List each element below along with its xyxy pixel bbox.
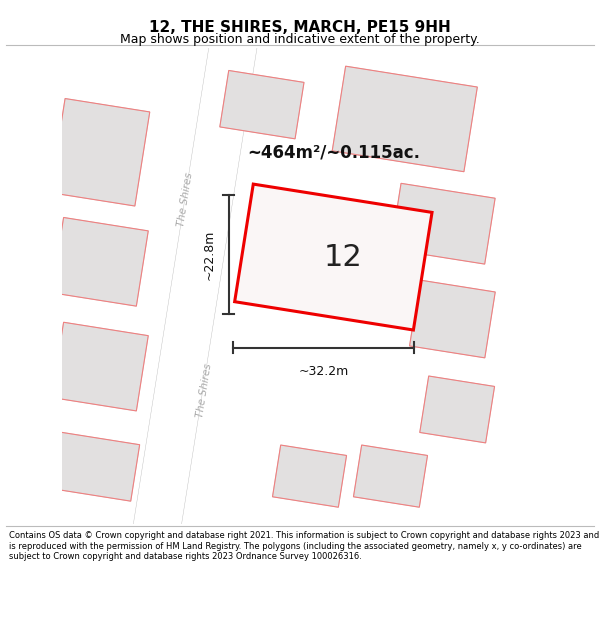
Polygon shape (52, 322, 148, 411)
Polygon shape (353, 445, 428, 508)
Polygon shape (51, 432, 140, 501)
Text: 12, THE SHIRES, MARCH, PE15 9HH: 12, THE SHIRES, MARCH, PE15 9HH (149, 20, 451, 35)
Text: 12: 12 (323, 242, 362, 271)
Polygon shape (420, 376, 494, 443)
Text: ~22.8m: ~22.8m (203, 229, 216, 280)
Polygon shape (235, 184, 432, 330)
Polygon shape (272, 445, 347, 508)
Text: ~464m²/~0.115ac.: ~464m²/~0.115ac. (247, 143, 420, 161)
Polygon shape (220, 71, 304, 139)
Text: The Shires: The Shires (196, 362, 214, 418)
Polygon shape (410, 280, 495, 358)
Text: The Shires: The Shires (176, 172, 195, 227)
Text: Contains OS data © Crown copyright and database right 2021. This information is : Contains OS data © Crown copyright and d… (9, 531, 599, 561)
Polygon shape (391, 183, 495, 264)
Text: ~32.2m: ~32.2m (299, 365, 349, 378)
Polygon shape (123, 0, 267, 595)
Polygon shape (52, 217, 148, 306)
Polygon shape (50, 99, 150, 206)
Polygon shape (332, 66, 478, 172)
Text: Map shows position and indicative extent of the property.: Map shows position and indicative extent… (120, 32, 480, 46)
